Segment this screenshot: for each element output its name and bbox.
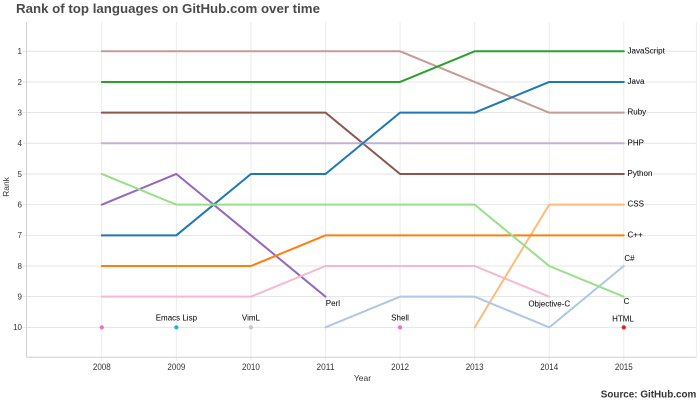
svg-text:4: 4 bbox=[18, 139, 23, 148]
svg-text:Java: Java bbox=[628, 77, 645, 86]
svg-text:HTML: HTML bbox=[612, 315, 634, 324]
svg-text:C: C bbox=[624, 297, 630, 306]
svg-text:2011: 2011 bbox=[317, 362, 335, 373]
svg-text:JavaScript: JavaScript bbox=[628, 46, 666, 55]
svg-text:VimL: VimL bbox=[242, 313, 261, 322]
svg-text:1: 1 bbox=[18, 47, 23, 56]
svg-text:2010: 2010 bbox=[242, 362, 260, 373]
svg-text:Source: GitHub.com: Source: GitHub.com bbox=[601, 389, 697, 401]
svg-text:2008: 2008 bbox=[93, 362, 111, 373]
svg-text:Python: Python bbox=[628, 169, 653, 178]
svg-text:2009: 2009 bbox=[167, 362, 185, 373]
svg-text:Rank: Rank bbox=[1, 176, 11, 197]
svg-text:2013: 2013 bbox=[466, 362, 484, 373]
svg-text:Rank of top languages on GitHu: Rank of top languages on GitHub.com over… bbox=[16, 1, 320, 16]
svg-text:9: 9 bbox=[18, 292, 23, 301]
svg-text:PHP: PHP bbox=[628, 138, 644, 147]
svg-text:C#: C# bbox=[624, 254, 635, 263]
svg-text:Objective-C: Objective-C bbox=[528, 300, 570, 309]
svg-text:2012: 2012 bbox=[391, 362, 409, 373]
svg-text:7: 7 bbox=[18, 231, 23, 240]
svg-text:Perl: Perl bbox=[326, 299, 340, 308]
svg-text:8: 8 bbox=[18, 262, 23, 271]
svg-text:Emacs Lisp: Emacs Lisp bbox=[156, 313, 198, 322]
svg-text:6: 6 bbox=[18, 200, 23, 209]
svg-text:10: 10 bbox=[13, 323, 22, 332]
svg-text:C++: C++ bbox=[628, 230, 643, 239]
svg-text:2014: 2014 bbox=[540, 362, 558, 373]
svg-text:Ruby: Ruby bbox=[628, 108, 647, 117]
svg-text:Year: Year bbox=[354, 373, 371, 383]
svg-text:3: 3 bbox=[18, 108, 23, 117]
svg-text:2015: 2015 bbox=[615, 362, 633, 373]
svg-text:Shell: Shell bbox=[391, 313, 409, 322]
svg-text:5: 5 bbox=[18, 170, 23, 179]
svg-text:2: 2 bbox=[18, 78, 23, 87]
svg-text:CSS: CSS bbox=[628, 200, 644, 209]
